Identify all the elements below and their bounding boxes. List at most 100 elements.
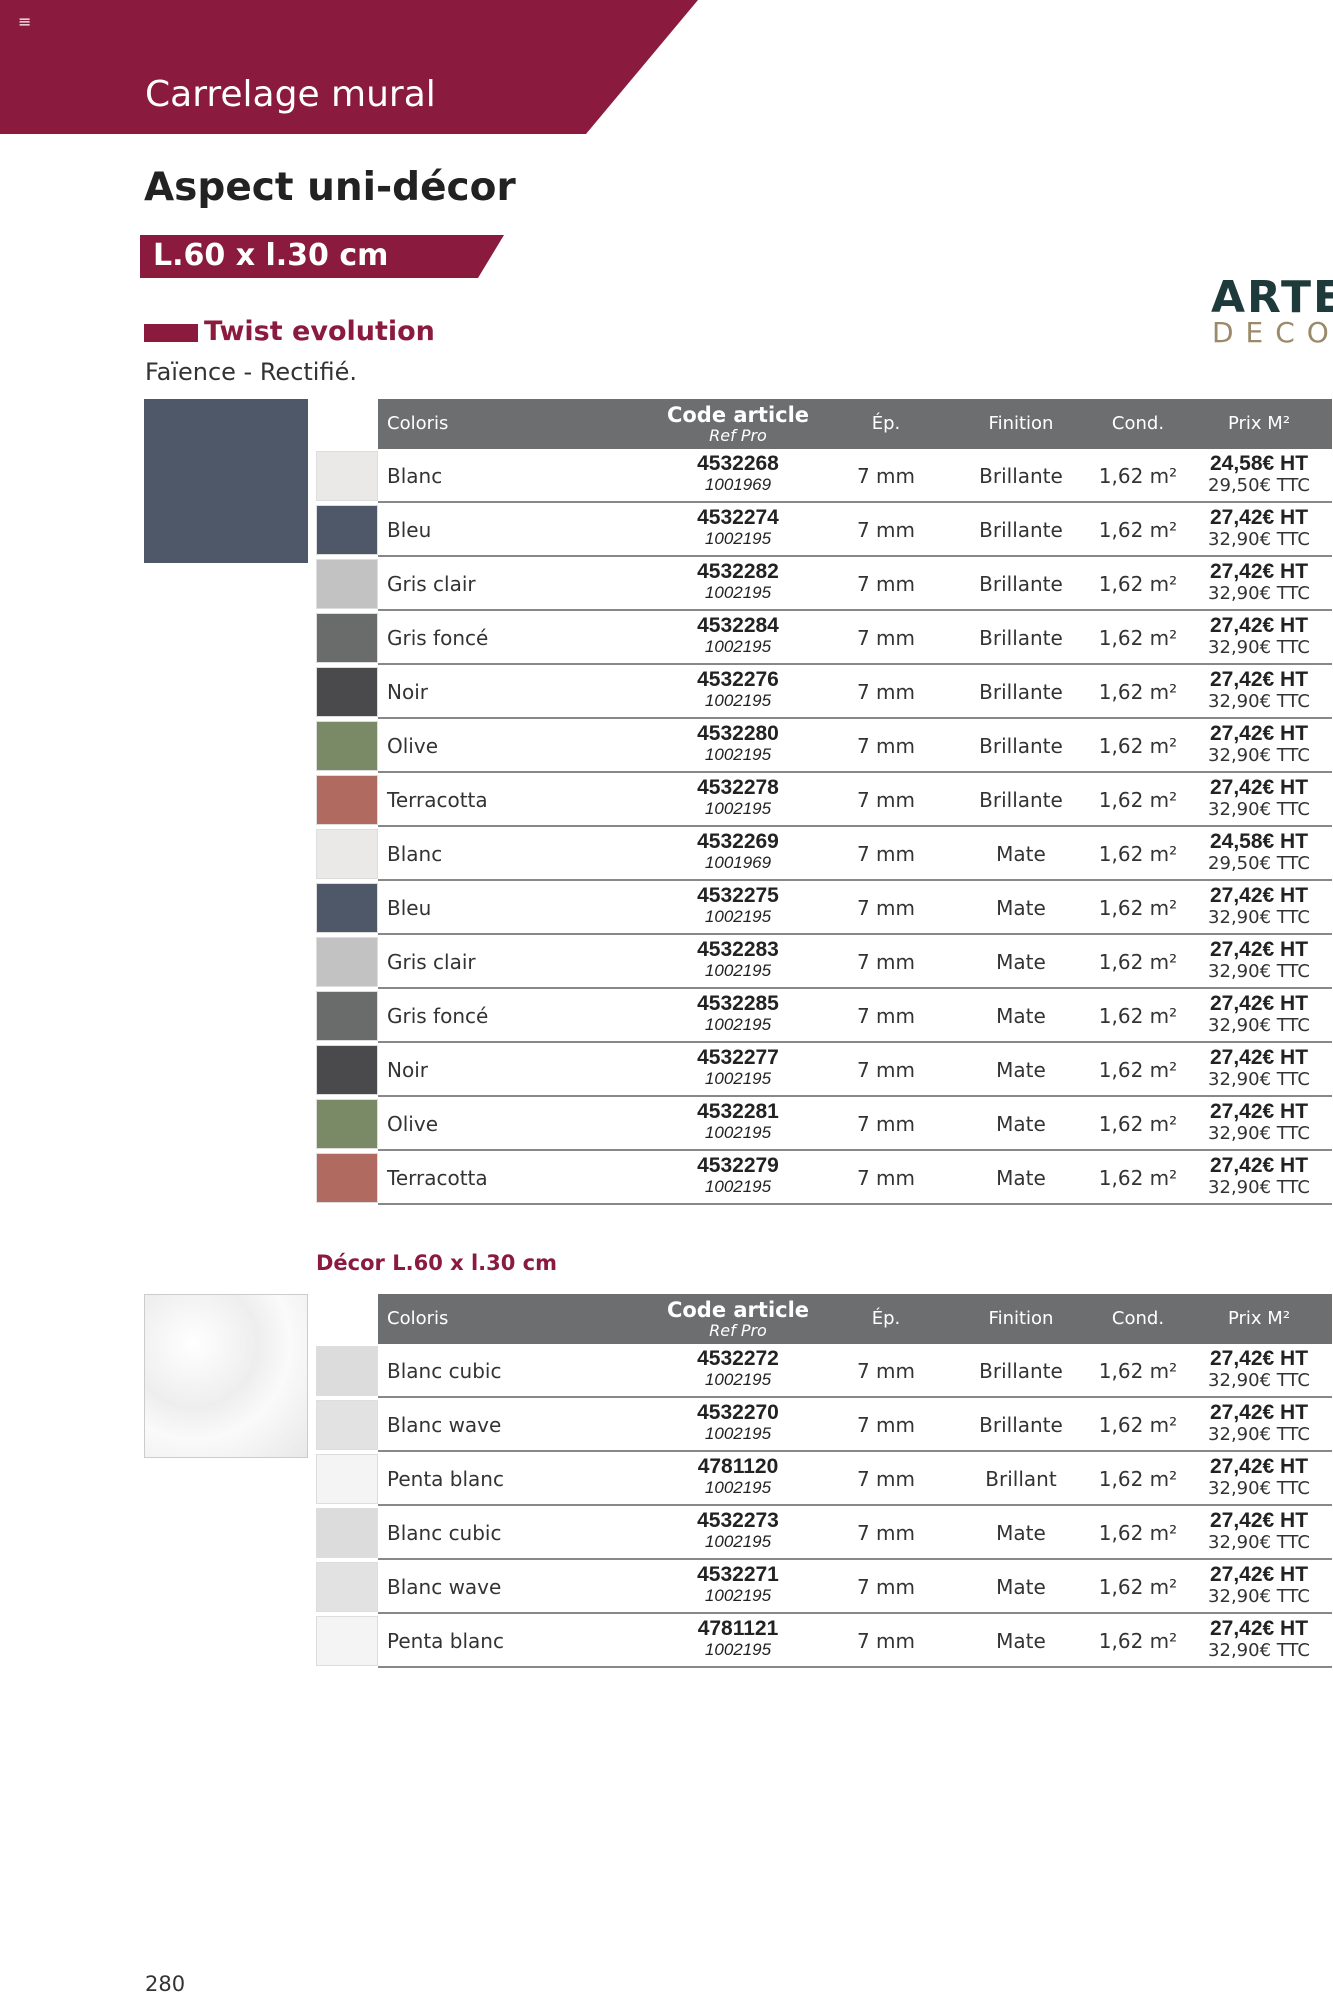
color-swatch bbox=[316, 1454, 378, 1504]
ref: 1002195 bbox=[704, 1015, 772, 1034]
coloris: Gris foncé bbox=[387, 626, 489, 650]
ref: 1002195 bbox=[704, 745, 772, 764]
color-swatch bbox=[316, 559, 378, 609]
ref: 1002195 bbox=[704, 637, 772, 656]
header-cell: Coloris bbox=[387, 1308, 449, 1329]
code: 4532285 bbox=[697, 992, 779, 1015]
thickness: 7 mm bbox=[856, 1166, 916, 1190]
code: 4532281 bbox=[697, 1100, 779, 1123]
ref: 1002195 bbox=[704, 1177, 772, 1196]
price-ttc: 32,90€ TTC bbox=[1208, 1478, 1310, 1499]
row-divider bbox=[378, 771, 1332, 773]
coloris: Bleu bbox=[387, 896, 432, 920]
thickness: 7 mm bbox=[856, 1467, 916, 1491]
price-ht: 27,42€ HT bbox=[1209, 884, 1309, 907]
row-divider bbox=[378, 933, 1332, 935]
thickness: 7 mm bbox=[856, 896, 916, 920]
ref: 1001969 bbox=[704, 853, 772, 872]
code: 4532271 bbox=[697, 1563, 779, 1586]
price-ttc: 32,90€ TTC bbox=[1208, 961, 1310, 982]
packaging: 1,62 m² bbox=[1098, 1413, 1178, 1437]
thickness: 7 mm bbox=[856, 1629, 916, 1653]
finish: Mate bbox=[996, 950, 1046, 974]
coloris: Blanc cubic bbox=[387, 1521, 502, 1545]
header-cell: Finition bbox=[988, 413, 1054, 434]
header-cell: Ref Pro bbox=[709, 1321, 767, 1340]
header-cell: Prix M² bbox=[1227, 1308, 1291, 1329]
finish: Brillante bbox=[979, 734, 1063, 758]
header-cell: Code article bbox=[666, 1298, 810, 1322]
ref: 1002195 bbox=[704, 691, 772, 710]
thickness: 7 mm bbox=[856, 788, 916, 812]
product-image bbox=[144, 399, 308, 563]
coloris: Noir bbox=[387, 680, 428, 704]
price-ht: 27,42€ HT bbox=[1209, 722, 1309, 745]
coloris: Blanc wave bbox=[387, 1575, 502, 1599]
finish: Mate bbox=[996, 1521, 1046, 1545]
thickness: 7 mm bbox=[856, 626, 916, 650]
ref: 1002195 bbox=[704, 1478, 772, 1497]
code: 4532277 bbox=[697, 1046, 779, 1069]
finish: Mate bbox=[996, 1629, 1046, 1653]
color-swatch bbox=[316, 721, 378, 771]
thickness: 7 mm bbox=[856, 842, 916, 866]
thickness: 7 mm bbox=[856, 1004, 916, 1028]
price-ttc: 32,90€ TTC bbox=[1208, 745, 1310, 766]
decor-image bbox=[144, 1294, 308, 1458]
ref: 1002195 bbox=[704, 1370, 772, 1389]
price-ttc: 32,90€ TTC bbox=[1208, 1424, 1310, 1445]
code: 4532274 bbox=[697, 506, 779, 529]
finish: Brillante bbox=[979, 518, 1063, 542]
code: 4532270 bbox=[697, 1401, 779, 1424]
code: 4532282 bbox=[697, 560, 779, 583]
color-swatch bbox=[316, 775, 378, 825]
packaging: 1,62 m² bbox=[1098, 680, 1178, 704]
finish: Mate bbox=[996, 1575, 1046, 1599]
code: 4532272 bbox=[697, 1347, 779, 1370]
ref: 1002195 bbox=[704, 799, 772, 818]
menu-icon[interactable]: ≡ bbox=[18, 12, 32, 31]
coloris: Bleu bbox=[387, 518, 432, 542]
product-marker bbox=[144, 324, 198, 342]
packaging: 1,62 m² bbox=[1098, 518, 1178, 542]
page-title: Aspect uni-décor bbox=[144, 165, 516, 210]
color-swatch bbox=[316, 451, 378, 501]
price-ht: 27,42€ HT bbox=[1209, 938, 1309, 961]
product-subtitle: Faïence - Rectifié. bbox=[145, 358, 357, 386]
code: 4532280 bbox=[697, 722, 779, 745]
thickness: 7 mm bbox=[856, 1575, 916, 1599]
row-divider bbox=[378, 1041, 1332, 1043]
color-swatch bbox=[316, 1346, 378, 1396]
price-ht: 27,42€ HT bbox=[1209, 1455, 1309, 1478]
ref: 1002195 bbox=[704, 1586, 772, 1605]
row-divider bbox=[378, 555, 1332, 557]
packaging: 1,62 m² bbox=[1098, 842, 1178, 866]
finish: Mate bbox=[996, 1058, 1046, 1082]
size-tag-bg bbox=[140, 235, 504, 278]
brand-line2: DECO bbox=[1212, 316, 1333, 349]
thickness: 7 mm bbox=[856, 950, 916, 974]
color-swatch bbox=[316, 1099, 378, 1149]
price-ttc: 32,90€ TTC bbox=[1208, 1069, 1310, 1090]
price-ht: 27,42€ HT bbox=[1209, 1509, 1309, 1532]
price-ttc: 32,90€ TTC bbox=[1208, 1015, 1310, 1036]
row-divider bbox=[378, 1149, 1332, 1151]
row-divider bbox=[378, 1095, 1332, 1097]
thickness: 7 mm bbox=[856, 680, 916, 704]
packaging: 1,62 m² bbox=[1098, 950, 1178, 974]
thickness: 7 mm bbox=[856, 734, 916, 758]
row-divider bbox=[378, 1612, 1332, 1614]
code: 4532275 bbox=[697, 884, 779, 907]
packaging: 1,62 m² bbox=[1098, 1166, 1178, 1190]
finish: Mate bbox=[996, 896, 1046, 920]
price-ht: 27,42€ HT bbox=[1209, 1617, 1309, 1640]
packaging: 1,62 m² bbox=[1098, 1629, 1178, 1653]
decor-caption: Décor L.60 x l.30 cm bbox=[316, 1251, 558, 1275]
packaging: 1,62 m² bbox=[1098, 788, 1178, 812]
row-divider bbox=[378, 663, 1332, 665]
color-swatch bbox=[316, 505, 378, 555]
coloris: Noir bbox=[387, 1058, 428, 1082]
header-cell: Coloris bbox=[387, 413, 449, 434]
price-ttc: 29,50€ TTC bbox=[1208, 475, 1310, 496]
coloris: Blanc bbox=[387, 842, 443, 866]
